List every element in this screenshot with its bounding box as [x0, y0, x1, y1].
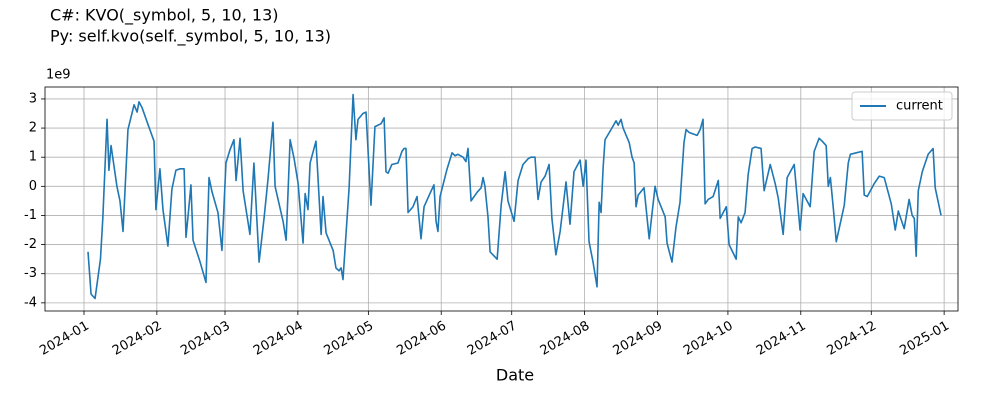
title-line: Py: self.kvo(self._symbol, 5, 10, 13): [50, 27, 331, 47]
y-tick-label: -2: [24, 237, 37, 252]
title-line: C#: KVO(_symbol, 5, 10, 13): [50, 6, 278, 26]
data-line: [87, 93, 942, 300]
y-offset-label: 1e9: [46, 68, 71, 83]
legend-label: current: [896, 99, 943, 114]
y-tick-label: 2: [29, 121, 37, 136]
legend-box: [851, 91, 953, 121]
y-tick-label: -1: [24, 208, 37, 223]
x-axis-label: Date: [496, 366, 534, 385]
axes-frame: [44, 86, 959, 312]
y-tick-label: 0: [29, 179, 37, 194]
y-tick-label: -3: [24, 266, 37, 281]
y-tick-label: 3: [29, 91, 37, 106]
y-tick-label: 1: [29, 150, 37, 165]
y-tick-label: -4: [24, 295, 37, 310]
